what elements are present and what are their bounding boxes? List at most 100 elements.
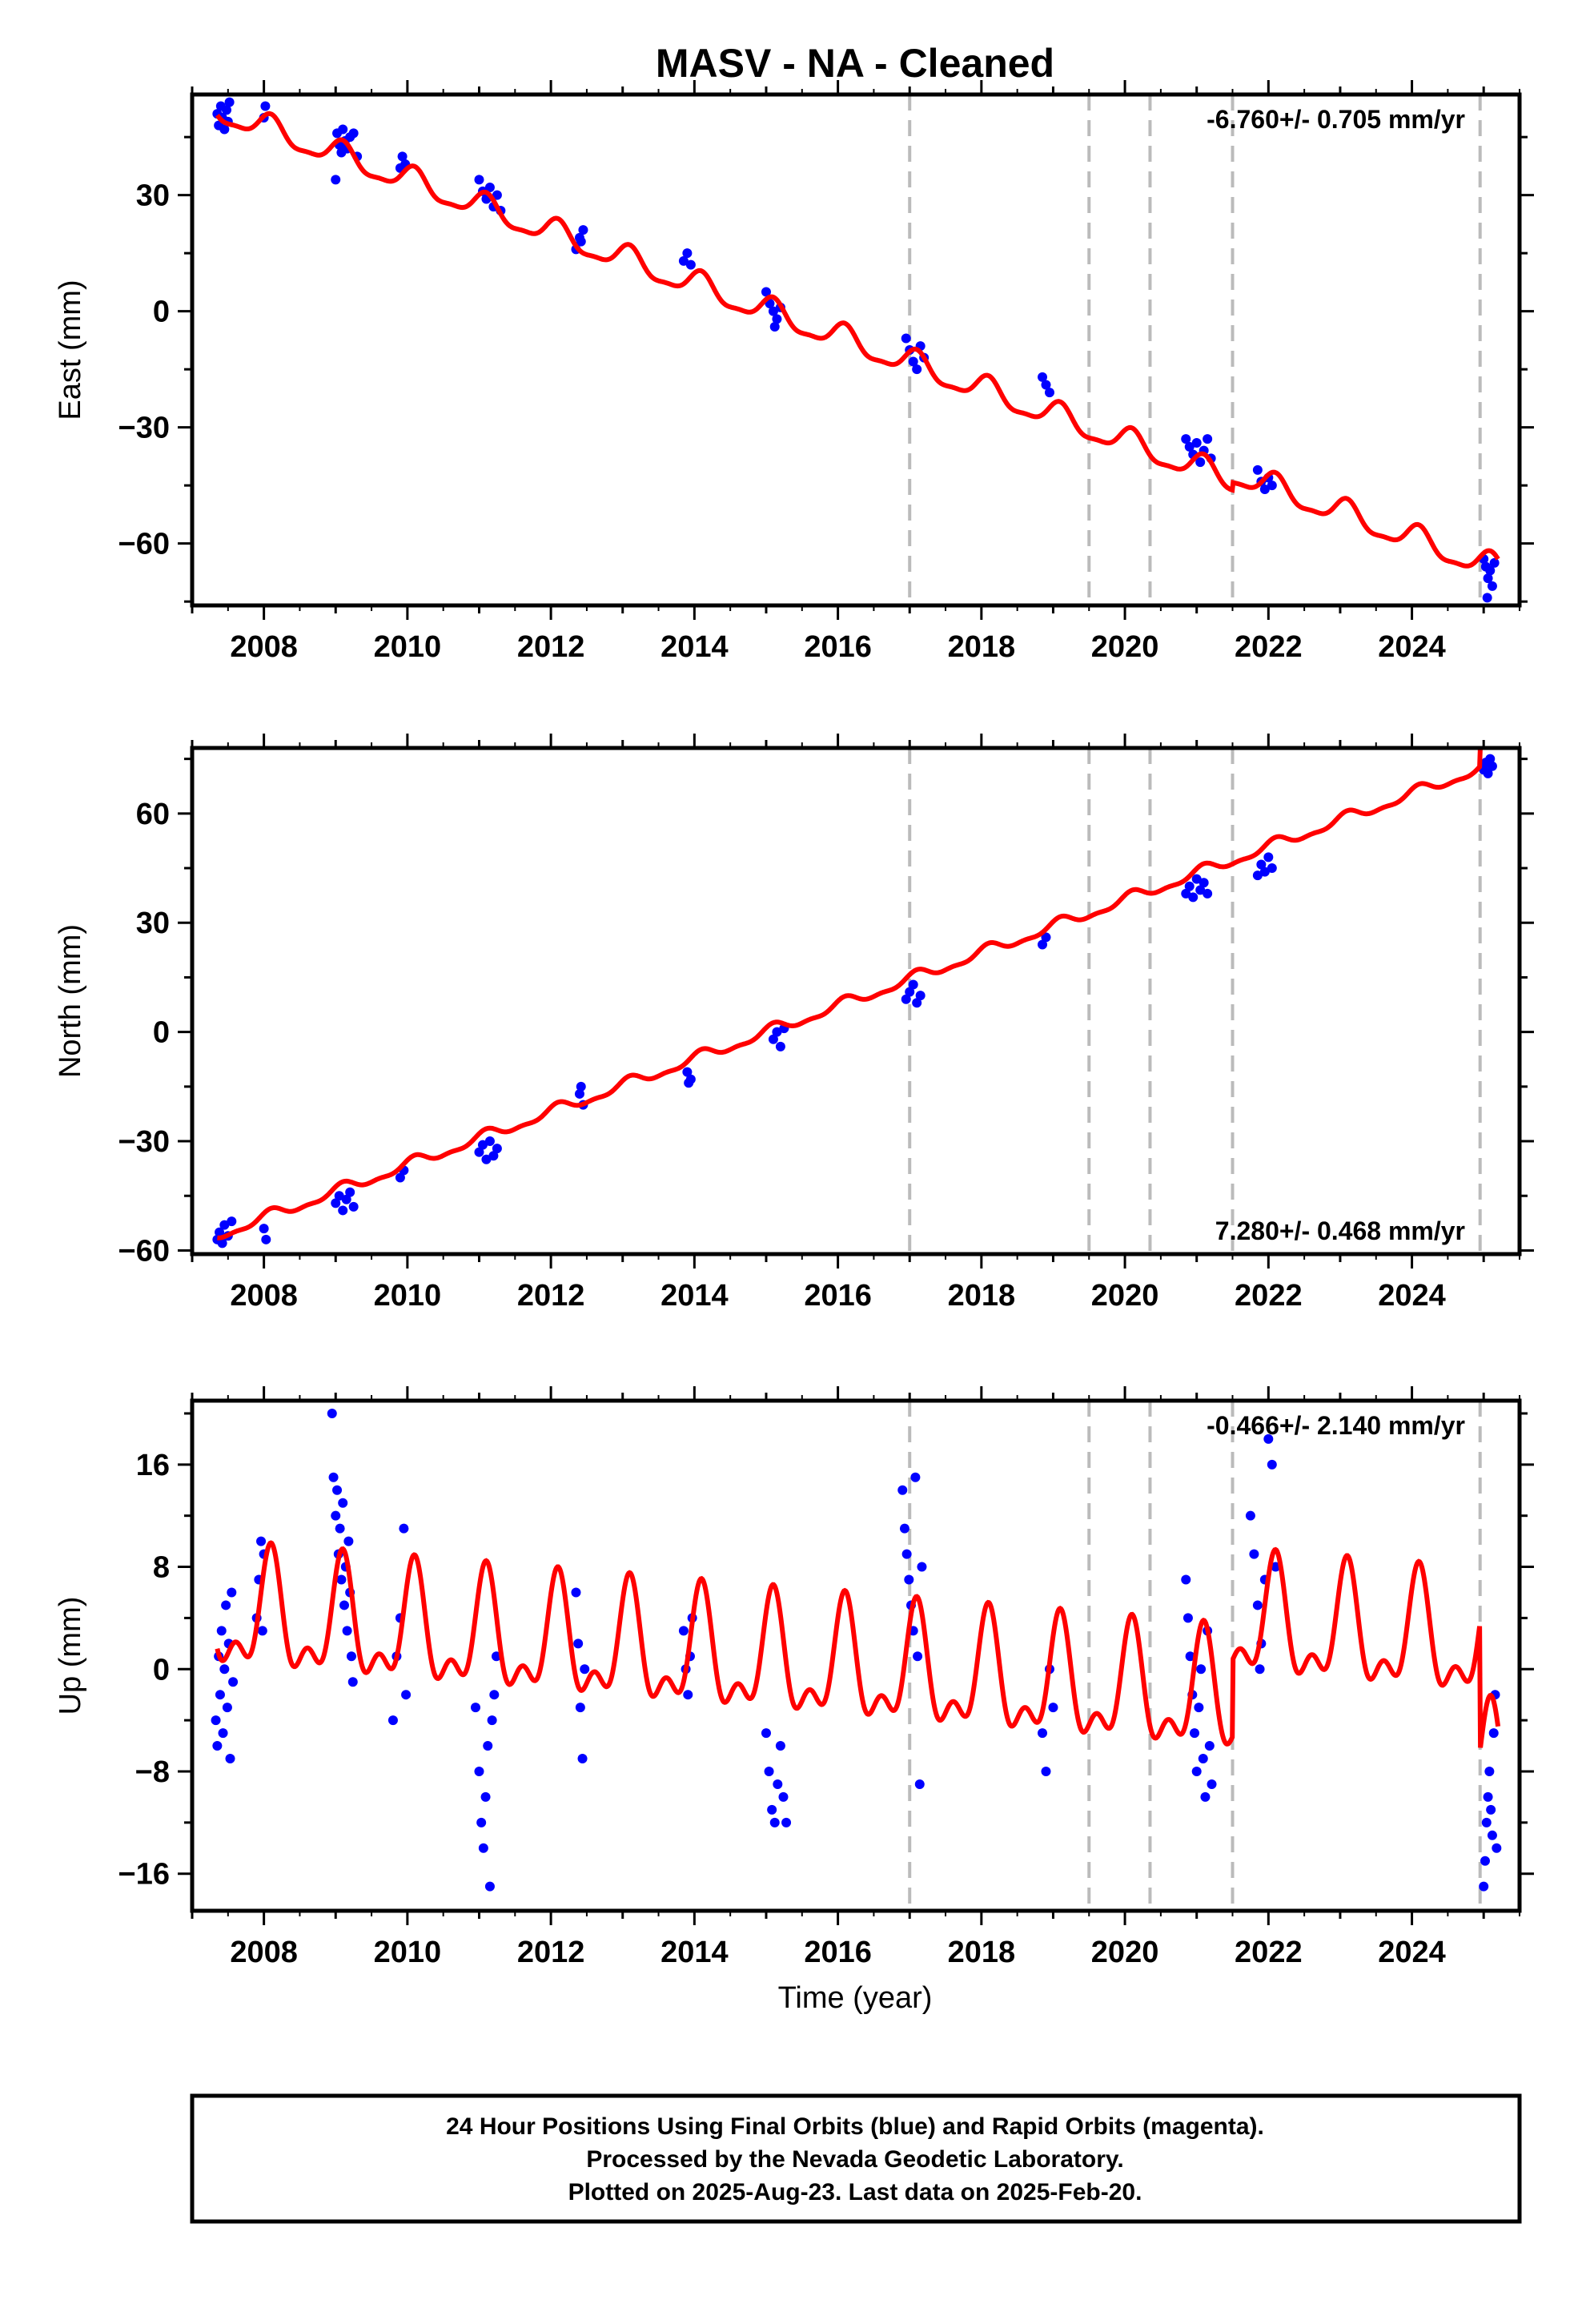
data-point	[348, 128, 359, 139]
data-point	[1181, 434, 1191, 444]
data-point	[1038, 939, 1048, 950]
data-point	[219, 1220, 230, 1230]
data-point	[395, 1172, 405, 1183]
data-point	[899, 1523, 909, 1534]
data-point	[1481, 1817, 1492, 1827]
data-point	[332, 1485, 343, 1495]
data-point	[764, 1766, 774, 1776]
data-point	[338, 1498, 348, 1508]
data-point	[769, 1817, 780, 1827]
y-tick-label: −30	[118, 1125, 170, 1159]
plot-frame	[190, 92, 1522, 608]
data-point	[1184, 881, 1195, 891]
data-point	[224, 97, 235, 107]
y-tick-label: 30	[136, 907, 170, 940]
y-tick-label: −60	[118, 528, 170, 561]
x-tick-label: 2008	[230, 630, 298, 664]
x-tick-label: 2020	[1091, 1279, 1159, 1313]
data-point	[1249, 1549, 1259, 1559]
x-tick-label: 2008	[230, 1279, 298, 1313]
data-point	[910, 1472, 921, 1482]
y-tick-label: −30	[118, 412, 170, 445]
data-point	[471, 1703, 481, 1713]
y-tick-label: 8	[153, 1551, 170, 1585]
x-tick-label: 2014	[661, 1936, 729, 1969]
x-tick-label: 2012	[517, 630, 585, 664]
data-point	[218, 1728, 228, 1739]
data-point	[1185, 1651, 1195, 1662]
data-point	[346, 1651, 356, 1662]
x-tick-label: 2024	[1378, 1279, 1446, 1313]
data-point	[227, 1587, 237, 1598]
x-tick-label: 2010	[374, 1279, 442, 1313]
x-tick-label: 2022	[1235, 1936, 1303, 1969]
data-point	[211, 1715, 221, 1726]
data-point	[904, 1574, 914, 1585]
data-point	[571, 1587, 581, 1598]
data-point	[474, 175, 484, 185]
data-point	[227, 1216, 237, 1227]
data-point	[917, 1562, 927, 1572]
data-point	[684, 1078, 694, 1088]
data-point	[219, 1664, 230, 1675]
data-point	[576, 236, 586, 247]
data-point	[1182, 1613, 1193, 1623]
x-tick-label: 2016	[804, 630, 872, 664]
data-point	[685, 259, 696, 270]
data-point	[1196, 1664, 1207, 1675]
data-point	[574, 1088, 584, 1099]
data-point	[578, 225, 588, 235]
data-point	[1188, 892, 1199, 903]
data-point	[331, 1198, 341, 1208]
data-point	[1487, 581, 1497, 591]
data-point	[1190, 1728, 1200, 1739]
data-point	[1041, 380, 1051, 390]
data-point	[225, 1754, 235, 1764]
data-point	[1482, 593, 1492, 603]
data-point	[259, 1224, 269, 1234]
data-point	[1199, 878, 1209, 888]
rate-annotation: -6.760+/- 0.705 mm/yr	[1207, 105, 1465, 134]
data-point	[913, 1651, 923, 1662]
data-point	[219, 124, 230, 135]
data-point	[480, 1791, 491, 1802]
data-point	[773, 1779, 783, 1789]
model-fit-line	[215, 1540, 1501, 1748]
data-point	[901, 333, 911, 344]
x-axis-label: Time (year)	[778, 1981, 933, 2015]
data-point	[1048, 1703, 1058, 1713]
data-point	[387, 1715, 398, 1726]
data-point	[573, 1638, 584, 1649]
data-point	[1267, 863, 1277, 874]
data-point	[908, 356, 918, 367]
x-tick-label: 2020	[1091, 1936, 1159, 1969]
data-point	[678, 255, 689, 266]
data-point	[1041, 1766, 1051, 1776]
data-point	[1263, 1433, 1274, 1444]
data-point	[761, 1728, 771, 1739]
data-point	[484, 1136, 495, 1147]
data-point	[1041, 932, 1051, 943]
data-point	[338, 124, 348, 135]
y-tick-label: −60	[118, 1234, 170, 1268]
data-point	[484, 1881, 495, 1892]
data-point	[478, 1843, 488, 1853]
x-tick-label: 2016	[804, 1936, 872, 1969]
x-tick-label: 2018	[948, 630, 1016, 664]
data-point	[347, 1677, 358, 1687]
x-tick-label: 2018	[948, 1279, 1016, 1313]
y-tick-label: 0	[153, 296, 170, 329]
x-tick-label: 2010	[374, 630, 442, 664]
data-point	[769, 322, 780, 332]
data-point	[476, 1817, 487, 1827]
data-point	[1038, 1728, 1048, 1739]
data-point	[484, 183, 495, 192]
plot-frame	[190, 1398, 1522, 1913]
x-tick-label: 2012	[517, 1279, 585, 1313]
data-point	[901, 1549, 912, 1559]
y-tick-label: −8	[135, 1755, 170, 1789]
data-point	[217, 1238, 227, 1248]
plot-frame	[190, 746, 1522, 1256]
data-point	[1038, 372, 1048, 382]
x-tick-label: 2024	[1378, 1936, 1446, 1969]
